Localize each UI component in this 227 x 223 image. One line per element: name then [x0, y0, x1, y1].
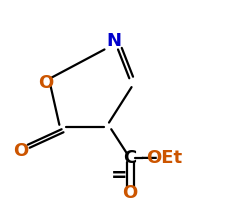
Text: OEt: OEt [146, 149, 182, 167]
Text: C: C [123, 149, 136, 167]
Text: O: O [13, 142, 29, 160]
Text: N: N [106, 32, 121, 50]
Text: —: — [140, 149, 157, 167]
Text: O: O [122, 184, 137, 202]
Text: =: = [111, 166, 127, 185]
Text: O: O [38, 74, 53, 92]
